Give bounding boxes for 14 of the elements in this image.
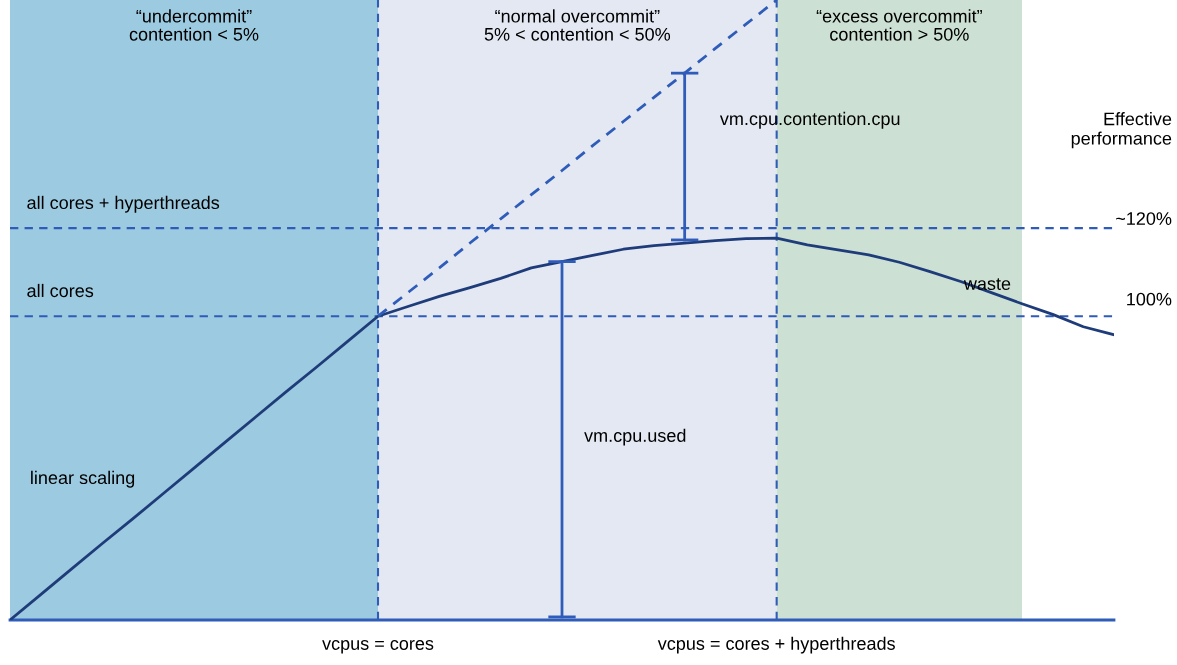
annotation: vm.cpu.used bbox=[584, 428, 686, 446]
annotation: vm.cpu.contention.cpu bbox=[719, 111, 900, 129]
ref-line-label: all cores + hyperthreads bbox=[27, 195, 220, 213]
annotation: waste bbox=[963, 278, 1011, 291]
y-axis-title: Effective performance bbox=[1071, 112, 1172, 149]
text: ~120% bbox=[1116, 212, 1172, 225]
x-tick-label: vcpus = cores + hyperthreads bbox=[657, 636, 895, 654]
ref-line-label: all cores bbox=[27, 283, 94, 298]
series-label: “excess overcommit” contention > 50% bbox=[816, 9, 982, 41]
annotation: linear scaling bbox=[31, 470, 135, 488]
series-label: “normal overcommit” 5% < contention < 50% bbox=[484, 9, 671, 41]
x-tick-label: vcpus = cores bbox=[322, 640, 434, 654]
series-label: “undercommit” contention < 5% bbox=[129, 9, 259, 41]
text: 100% bbox=[1127, 292, 1172, 306]
